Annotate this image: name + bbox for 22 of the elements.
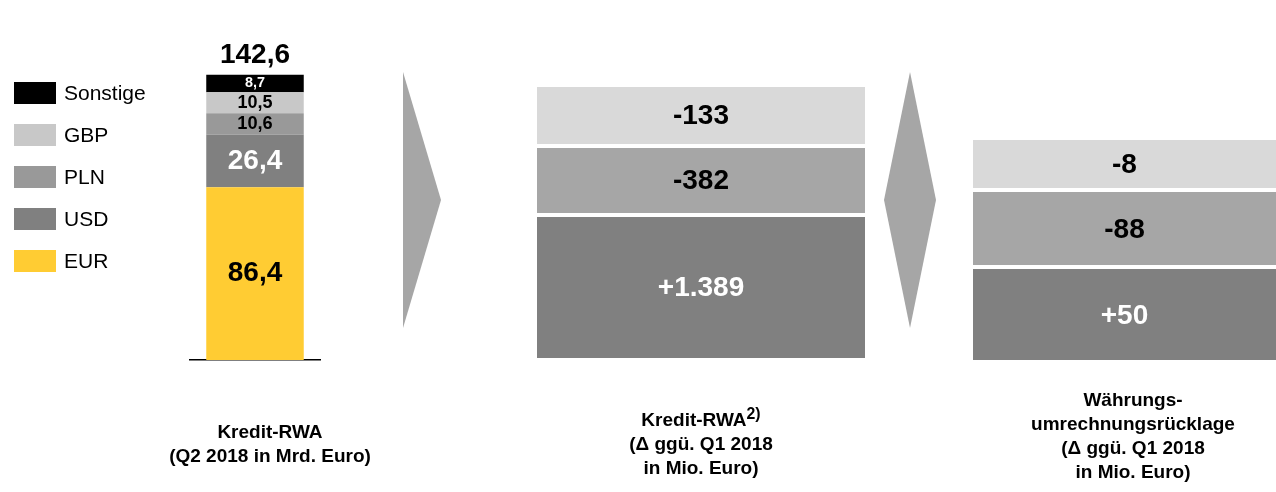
text: +50 bbox=[1100, 298, 1149, 330]
legend-label: GBP bbox=[64, 123, 109, 147]
legend-label: USD bbox=[64, 207, 109, 231]
text: -8 bbox=[1112, 148, 1137, 180]
text: -133 bbox=[672, 99, 730, 131]
data-label: 10,5 bbox=[237, 91, 273, 112]
data-label: 10,6 bbox=[237, 112, 273, 133]
text: Währungs- umrechnungsrücklage (Δ ggü. Q1 2018 in Mio. Euro) bbox=[1030, 388, 1236, 484]
text: -88 bbox=[1104, 212, 1145, 244]
total-label: 142,6 bbox=[219, 37, 291, 69]
text: -382 bbox=[672, 164, 730, 196]
legend-label: EUR bbox=[64, 249, 109, 273]
text: +1.389 bbox=[657, 271, 745, 303]
data-label: 8,7 bbox=[244, 74, 266, 91]
legend-label: PLN bbox=[64, 165, 105, 189]
text: Kredit-RWA$^{2)}$ (Δ ggü. Q1 2018 in Mio. Euro) bbox=[628, 404, 774, 481]
legend-label: Sonstige bbox=[64, 81, 146, 105]
x-axis-title: Kredit-RWA (Q2 2018 in Mrd. Euro) bbox=[168, 420, 372, 468]
data-label: 26,4 bbox=[227, 143, 283, 175]
bar bbox=[206, 187, 304, 360]
data-label: 86,4 bbox=[227, 256, 283, 288]
bar bbox=[206, 74, 304, 93]
